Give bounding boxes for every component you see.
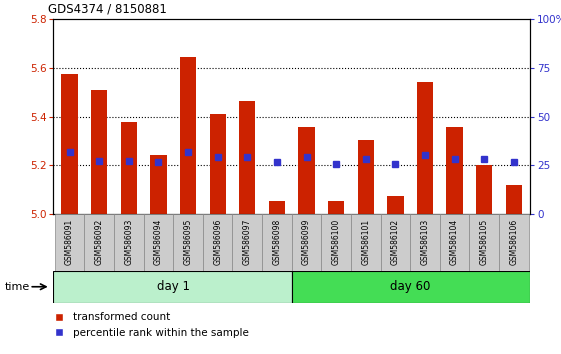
Bar xyxy=(499,214,528,271)
Bar xyxy=(328,201,344,214)
Bar xyxy=(203,214,232,271)
Text: GSM586102: GSM586102 xyxy=(391,219,400,265)
Bar xyxy=(150,155,167,214)
Bar xyxy=(387,196,403,214)
Bar xyxy=(476,166,493,214)
Text: GSM586091: GSM586091 xyxy=(65,219,74,265)
Bar xyxy=(351,214,380,271)
Bar xyxy=(53,271,292,303)
Bar xyxy=(357,140,374,214)
Bar xyxy=(121,122,137,214)
Bar xyxy=(262,214,292,271)
Bar xyxy=(321,214,351,271)
Text: GSM586100: GSM586100 xyxy=(332,219,341,265)
Text: day 1: day 1 xyxy=(157,280,190,293)
Bar xyxy=(209,114,226,214)
Bar xyxy=(292,214,321,271)
Bar xyxy=(173,214,203,271)
Bar xyxy=(410,214,440,271)
Bar xyxy=(470,214,499,271)
Text: GSM586095: GSM586095 xyxy=(183,219,192,265)
Bar xyxy=(239,101,255,214)
Legend: transformed count, percentile rank within the sample: transformed count, percentile rank withi… xyxy=(47,312,250,339)
Text: GSM586097: GSM586097 xyxy=(243,219,252,265)
Text: GSM586101: GSM586101 xyxy=(361,219,370,265)
Bar xyxy=(114,214,144,271)
Text: time: time xyxy=(4,282,30,292)
Text: GSM586103: GSM586103 xyxy=(421,219,430,265)
Bar xyxy=(292,271,530,303)
Bar xyxy=(55,214,84,271)
Bar xyxy=(269,201,285,214)
Text: GSM586104: GSM586104 xyxy=(450,219,459,265)
Bar xyxy=(298,127,315,214)
Bar xyxy=(380,214,410,271)
Text: GSM586096: GSM586096 xyxy=(213,219,222,265)
Bar xyxy=(180,57,196,214)
Bar xyxy=(505,185,522,214)
Text: GSM586099: GSM586099 xyxy=(302,219,311,265)
Bar xyxy=(144,214,173,271)
Text: GSM586092: GSM586092 xyxy=(95,219,104,265)
Text: GSM586105: GSM586105 xyxy=(480,219,489,265)
Bar xyxy=(447,127,463,214)
Bar xyxy=(232,214,262,271)
Bar xyxy=(84,214,114,271)
Bar xyxy=(91,90,107,214)
Text: GSM586098: GSM586098 xyxy=(273,219,282,265)
Text: GDS4374 / 8150881: GDS4374 / 8150881 xyxy=(48,3,167,16)
Bar xyxy=(440,214,470,271)
Bar xyxy=(62,74,78,214)
Text: GSM586106: GSM586106 xyxy=(509,219,518,265)
Text: day 60: day 60 xyxy=(390,280,430,293)
Text: GSM586093: GSM586093 xyxy=(125,219,134,265)
Text: GSM586094: GSM586094 xyxy=(154,219,163,265)
Bar xyxy=(417,81,433,214)
